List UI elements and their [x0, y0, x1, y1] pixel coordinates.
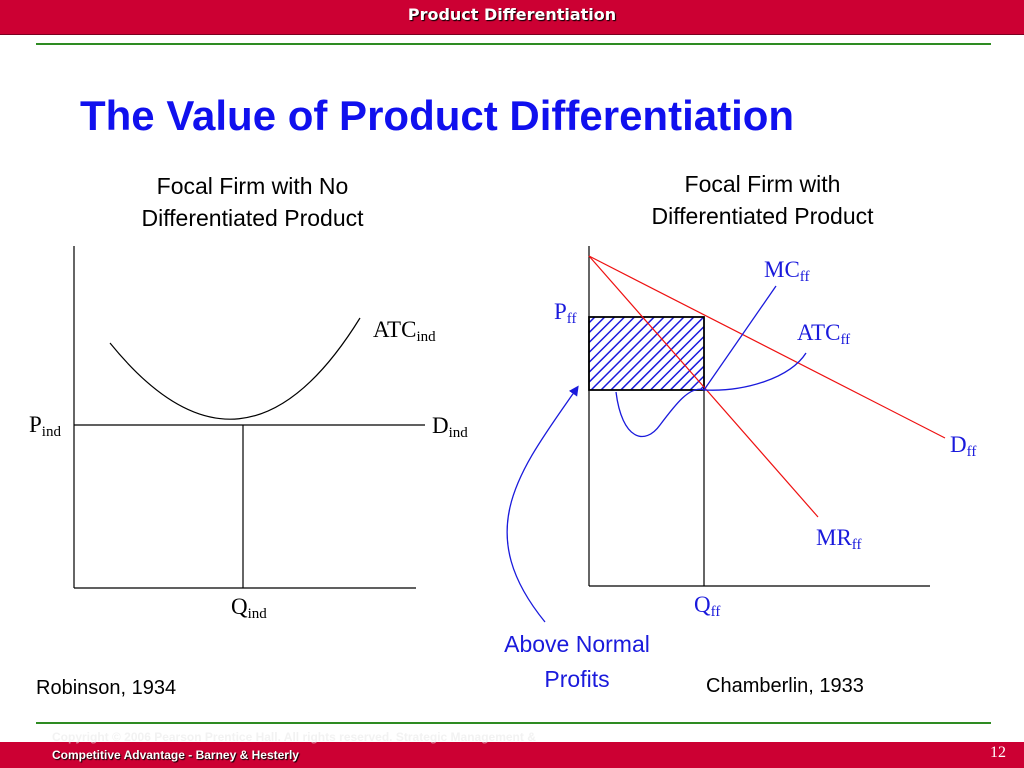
right-quantity-label: Qff: [694, 592, 720, 620]
right-heading-line1: Focal Firm with: [684, 171, 841, 197]
left-demand-label: Dind: [432, 413, 468, 441]
slide-title: The Value of Product Differentiation: [80, 92, 795, 139]
right-demand-line: [588, 255, 946, 439]
annotation-line2: Profits: [544, 666, 609, 692]
right-demand-label: Dff: [950, 432, 976, 460]
left-quantity-label: Qind: [231, 594, 267, 622]
left-atc-curve: [109, 317, 361, 420]
header-title: Product Differentiation: [407, 5, 617, 24]
left-price-label: Pind: [29, 412, 61, 440]
right-price-label: Pff: [554, 299, 577, 327]
header-bar: Product Differentiation: [0, 0, 1024, 35]
footer-book-title: Competitive Advantage - Barney & Hesterl…: [52, 748, 299, 762]
right-heading-line2: Differentiated Product: [651, 203, 874, 229]
right-panel-heading: Focal Firm with Differentiated Product: [610, 168, 915, 232]
left-panel-heading: Focal Firm with No Differentiated Produc…: [100, 170, 405, 234]
footer-bar: [0, 742, 1024, 768]
right-mr-line: [588, 255, 819, 518]
left-chart: ATCind Pind Dind Qind: [29, 246, 468, 622]
left-heading-line1: Focal Firm with No: [156, 173, 349, 199]
right-atc-curve: [703, 352, 807, 391]
profit-rectangle: [588, 316, 705, 391]
top-rule: [36, 43, 991, 45]
page-number: 12: [990, 744, 1006, 761]
right-mc-curve-lower: [615, 388, 705, 437]
left-heading-line2: Differentiated Product: [141, 205, 364, 231]
right-mc-curve-upper: [703, 285, 777, 391]
right-chart: MCff Pff ATCff Dff MRff Qff Above Normal…: [504, 246, 976, 692]
left-atc-label: ATCind: [373, 317, 436, 345]
footer-copyright: Copyright © 2006 Pearson Prentice Hall. …: [52, 730, 536, 744]
bottom-rule: [36, 722, 991, 724]
right-mc-label: MCff: [764, 257, 810, 285]
profit-arrow: [506, 385, 579, 623]
right-atc-label: ATCff: [797, 320, 850, 348]
right-citation: Chamberlin, 1933: [706, 675, 864, 697]
left-citation: Robinson, 1934: [36, 677, 177, 699]
annotation-line1: Above Normal: [504, 631, 650, 657]
right-mr-label: MRff: [816, 525, 862, 553]
